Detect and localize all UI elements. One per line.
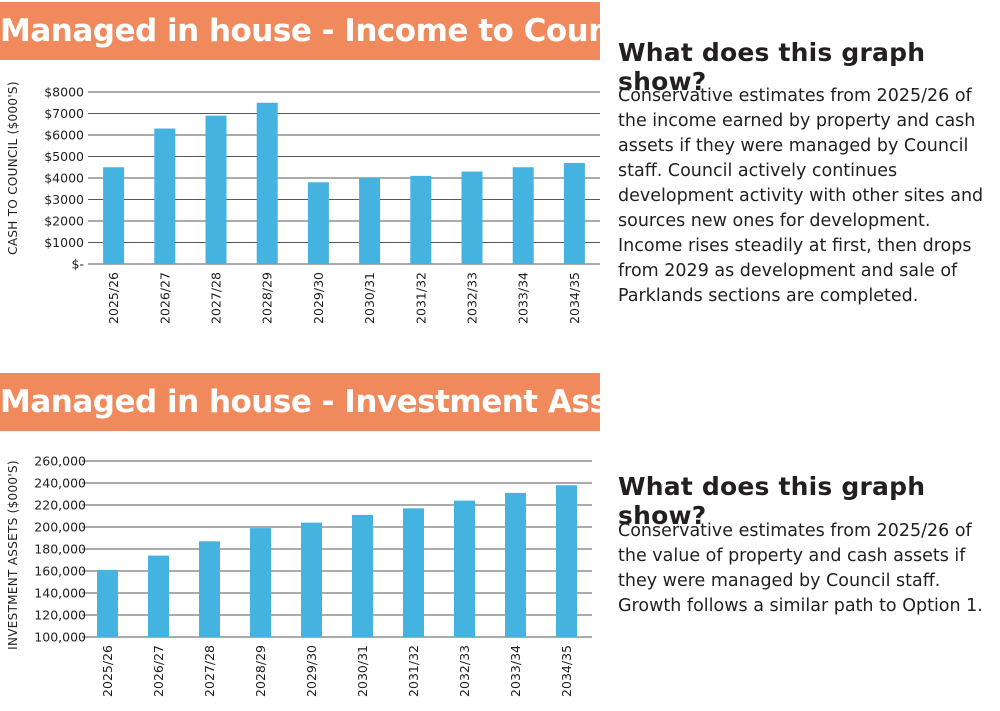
income-ytick-label: $7000 [44,106,84,121]
chart2-title-banner: Managed in house - Investment Assets [0,373,600,431]
income-ytick-label: $- [72,257,84,272]
investment-bar [352,514,373,637]
income-xtick-label: 2026/27 [157,272,172,324]
investment-ytick-label: 120,000 [34,608,86,623]
investment-xtick-label: 2033/34 [508,645,523,697]
investment-xtick-label: 2026/27 [151,645,166,697]
chart2-question-heading: What does this graph show? [618,472,926,530]
income-bar [307,182,329,264]
investment-bar [403,508,424,637]
income-bar [512,167,534,264]
investment-xtick-label: 2030/31 [355,645,370,697]
income-bar-chart: $- $1000 $2000 $3000 $4000 $5000 $6000 $7000 $80… [6,81,600,324]
income-bar [205,115,227,265]
investment-y-axis-label: INVESTMENT ASSETS ($000'S) [6,460,20,650]
investment-bar [97,569,118,637]
investment-xtick-label: 2031/32 [406,645,421,697]
investment-bar [454,500,475,637]
investment-ytick-label: 180,000 [34,542,86,557]
investment-xtick-label: 2028/29 [253,645,268,697]
income-xtick-label: 2028/29 [260,272,275,324]
income-bar [410,175,432,264]
investment-xtick-label: 2029/30 [304,645,319,697]
investment-bar [556,485,577,637]
investment-bar [301,522,322,637]
income-ytick-label: $3000 [44,192,84,207]
investment-bar [148,555,169,637]
investment-xtick-label: 2032/33 [457,645,472,697]
income-bar [256,102,278,264]
investment-ytick-label: 240,000 [34,476,86,491]
income-ytick-label: $1000 [44,235,84,250]
income-bar [154,128,176,264]
chart1-question-heading: What does this graph show? [618,38,926,96]
chart1-description-text: Conservative estimates from 2025/26 of t… [618,86,984,306]
income-xtick-label: 2034/35 [567,272,582,324]
investment-ytick-label: 220,000 [34,498,86,513]
income-xtick-label: 2029/30 [311,272,326,324]
investment-bar-chart: 100,000 120,000 140,000 160,000 180,000 200,0… [6,454,592,697]
income-bar [359,178,381,264]
income-xtick-label: 2033/34 [516,272,531,324]
chart1-title-banner: Managed in house - Income to Council [0,2,600,60]
income-bar [461,171,483,264]
income-ytick-label: $8000 [44,85,84,100]
investment-bar [505,492,526,637]
income-xtick-label: 2030/31 [362,272,377,324]
investment-bar [250,528,271,637]
income-ytick-label: $2000 [44,214,84,229]
investment-xtick-label: 2025/26 [100,645,115,697]
chart2-description: Conservative estimates from 2025/26 of t… [618,519,990,619]
investment-ytick-label: 200,000 [34,520,86,535]
income-y-axis-label: CASH TO COUNCIL ($000'S) [6,81,20,255]
investment-ytick-label: 100,000 [34,630,86,645]
investment-ytick-label: 260,000 [34,454,86,469]
investment-ytick-label: 140,000 [34,586,86,601]
chart2-description-text: Conservative estimates from 2025/26 of t… [618,521,983,616]
investment-ytick-label: 160,000 [34,564,86,579]
income-ytick-label: $6000 [44,128,84,143]
chart1-description: Conservative estimates from 2025/26 of t… [618,84,990,309]
income-xtick-label: 2025/26 [106,272,121,324]
income-ytick-label: $5000 [44,149,84,164]
investment-xtick-label: 2034/35 [559,645,574,697]
income-bar [103,167,125,264]
income-ytick-label: $4000 [44,171,84,186]
investment-bar [199,541,220,637]
income-bar [563,162,585,264]
income-xtick-label: 2031/32 [413,272,428,324]
income-xtick-label: 2027/28 [209,272,224,324]
income-xtick-label: 2032/33 [465,272,480,324]
investment-xtick-label: 2027/28 [202,645,217,697]
